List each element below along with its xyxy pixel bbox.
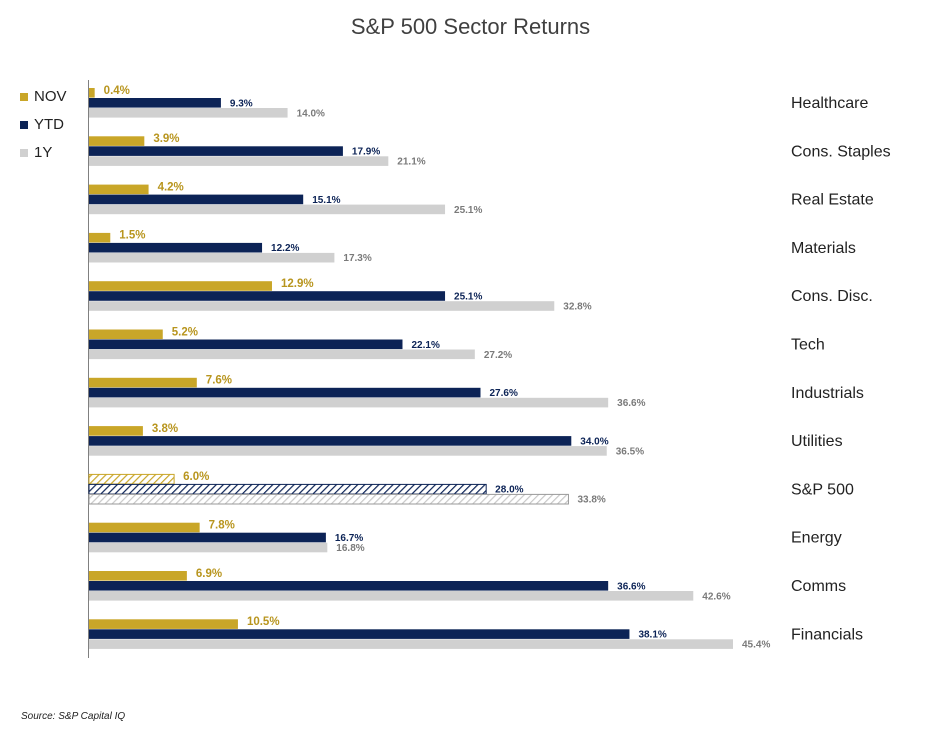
bar-1y-comms: [89, 591, 694, 601]
data-label-1y-financials: 45.4%: [742, 640, 770, 651]
data-label-1y-comms: 42.6%: [702, 591, 730, 602]
data-label-ytd-tech: 22.1%: [411, 340, 439, 351]
bar-nov-healthcare: [89, 88, 95, 98]
bar-ytd-industrials: [89, 387, 481, 398]
category-label-real-estate: Real Estate: [791, 192, 874, 209]
bar-nov-tech: [89, 329, 163, 340]
bar-1y-real-estate: [89, 204, 446, 215]
data-label-nov-cons-disc: 12.9%: [281, 278, 314, 290]
bar-nov-comms: [89, 571, 187, 581]
data-label-nov-s-p-500: 6.0%: [183, 471, 209, 483]
category-label-industrials: Industrials: [791, 385, 864, 402]
data-label-nov-financials: 10.5%: [247, 616, 280, 628]
source-note: Source: S&P Capital IQ: [21, 711, 126, 722]
bar-1y-financials: [89, 639, 733, 649]
data-label-1y-cons-staples: 21.1%: [397, 157, 425, 168]
bar-ytd-utilities: [89, 436, 572, 446]
data-label-1y-healthcare: 14.0%: [297, 108, 325, 119]
data-label-1y-s-p-500: 33.8%: [577, 495, 605, 506]
data-label-ytd-materials: 12.2%: [271, 243, 299, 254]
category-label-s-p-500: S&P 500: [791, 481, 854, 498]
category-label-financials: Financials: [791, 626, 863, 643]
bar-nov-cons-disc: [89, 281, 272, 291]
legend-swatch-nov: [20, 92, 28, 101]
bar-ytd-real-estate: [89, 194, 304, 205]
legend-label-ytd: YTD: [34, 116, 64, 133]
bar-ytd-financials: [89, 629, 630, 639]
data-label-ytd-s-p-500: 28.0%: [495, 485, 523, 496]
data-label-nov-tech: 5.2%: [172, 326, 198, 338]
legend-item-nov: NOV: [20, 88, 67, 105]
bar-nov-materials: [89, 232, 111, 243]
data-label-1y-industrials: 36.6%: [617, 398, 645, 409]
bar-nov-s-p-500: [88, 473, 175, 485]
bar-ytd-healthcare: [89, 98, 221, 108]
category-label-tech: Tech: [791, 337, 825, 354]
bar-1y-materials: [89, 252, 335, 263]
chart-title: S&P 500 Sector Returns: [350, 14, 591, 39]
category-label-utilities: Utilities: [791, 433, 843, 450]
legend-item-1y: 1Y: [20, 144, 52, 161]
data-label-ytd-real-estate: 15.1%: [312, 195, 340, 206]
data-label-nov-utilities: 3.8%: [152, 423, 178, 435]
bar-1y-healthcare: [89, 108, 288, 118]
bar-ytd-materials: [89, 242, 263, 253]
data-label-ytd-energy: 16.7%: [335, 533, 363, 544]
bar-ytd-cons-disc: [89, 291, 446, 301]
category-label-comms: Comms: [791, 578, 846, 595]
bar-ytd-comms: [89, 581, 609, 591]
bar-1y-cons-disc: [89, 301, 555, 311]
data-label-1y-materials: 17.3%: [343, 253, 371, 264]
data-label-nov-cons-staples: 3.9%: [153, 133, 179, 145]
bar-ytd-tech: [89, 339, 403, 350]
bar-1y-industrials: [89, 397, 609, 408]
category-label-energy: Energy: [791, 530, 842, 547]
data-label-nov-energy: 7.8%: [209, 520, 235, 532]
bar-1y-s-p-500: [88, 493, 569, 505]
bar-nov-financials: [89, 619, 238, 629]
category-label-cons-staples: Cons. Staples: [791, 143, 891, 160]
bar-nov-real-estate: [89, 184, 149, 195]
bar-ytd-cons-staples: [89, 146, 343, 156]
bar-nov-utilities: [89, 426, 143, 436]
bar-1y-energy: [89, 542, 328, 553]
category-label-healthcare: Healthcare: [791, 95, 868, 112]
data-label-1y-energy: 16.8%: [336, 543, 364, 554]
bar-1y-utilities: [89, 446, 607, 456]
data-label-ytd-healthcare: 9.3%: [230, 98, 253, 109]
legend-swatch-1y: [20, 148, 28, 157]
bar-ytd-energy: [89, 532, 326, 543]
legend-label-nov: NOV: [34, 88, 67, 105]
data-label-ytd-comms: 36.6%: [617, 581, 645, 592]
bar-ytd-s-p-500: [88, 483, 487, 495]
data-label-1y-tech: 27.2%: [484, 350, 512, 361]
bar-nov-cons-staples: [89, 136, 145, 146]
data-label-nov-materials: 1.5%: [119, 230, 145, 242]
data-label-ytd-industrials: 27.6%: [490, 388, 518, 399]
bar-nov-energy: [89, 522, 200, 533]
legend-label-1y: 1Y: [34, 144, 53, 161]
bar-nov-industrials: [89, 377, 197, 388]
bar-1y-tech: [89, 349, 475, 360]
category-label-materials: Materials: [791, 240, 856, 257]
data-label-nov-real-estate: 4.2%: [158, 181, 184, 193]
legend-item-ytd: YTD: [20, 116, 64, 133]
legend-swatch-ytd: [20, 120, 28, 129]
category-label-cons-disc: Cons. Disc.: [791, 288, 873, 305]
data-label-nov-comms: 6.9%: [196, 568, 222, 580]
data-label-nov-industrials: 7.6%: [206, 375, 232, 387]
data-label-ytd-cons-staples: 17.9%: [352, 147, 380, 158]
bar-1y-cons-staples: [89, 156, 389, 166]
data-label-1y-cons-disc: 32.8%: [563, 302, 591, 313]
data-label-1y-utilities: 36.5%: [616, 446, 644, 457]
data-label-1y-real-estate: 25.1%: [454, 205, 482, 216]
data-label-nov-healthcare: 0.4%: [104, 85, 130, 97]
data-label-ytd-utilities: 34.0%: [580, 436, 608, 447]
data-label-ytd-cons-disc: 25.1%: [454, 292, 482, 303]
data-label-ytd-financials: 38.1%: [638, 630, 666, 641]
